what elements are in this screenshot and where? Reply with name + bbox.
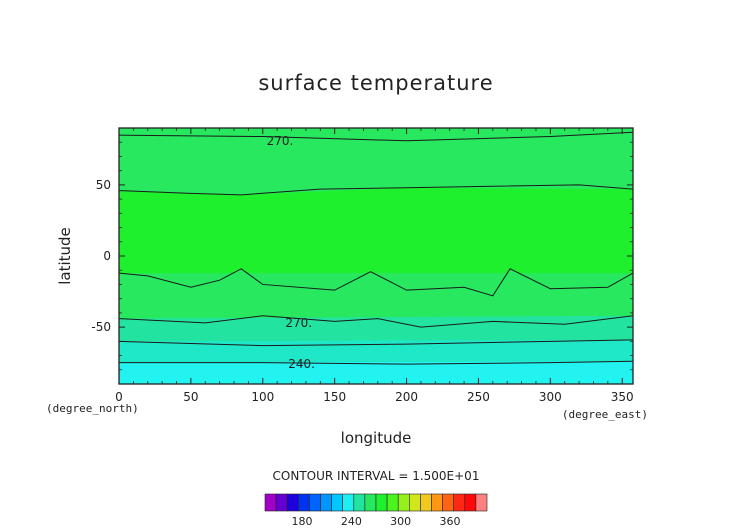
- y-tick-label-1: 0: [103, 249, 111, 263]
- colorbar-swatch-13: [408, 493, 421, 512]
- contour-label-1: 270.: [285, 316, 312, 330]
- contour-labels: 270. 270. 240.: [267, 134, 315, 371]
- colorbar-swatch-15: [431, 493, 443, 512]
- colorbar-swatch-5: [320, 493, 332, 512]
- colorbar-tick-label-3: 360: [440, 515, 461, 528]
- contour-lines: [119, 131, 633, 365]
- colorbar-swatch-9: [364, 493, 377, 512]
- contour-band-2: [119, 273, 633, 328]
- contour-band-1: [119, 187, 633, 296]
- colorbar-tick-label-2: 300: [390, 515, 411, 528]
- colorbar-ticks: 180 240 300 360: [292, 515, 461, 528]
- colorbar-swatch-14: [420, 493, 432, 512]
- colorbar-swatch-8: [353, 493, 366, 512]
- x-tick-label-5: 250: [467, 390, 490, 404]
- colorbar-swatch-6: [331, 493, 344, 512]
- colorbar-swatch-0: [264, 493, 277, 512]
- contour-label-2: 240.: [288, 357, 315, 371]
- colorbar-swatch-18: [464, 493, 477, 512]
- colorbar-swatch-19: [475, 493, 488, 512]
- y-axis: -50 0 50: [91, 141, 633, 371]
- contour-label-0: 270.: [267, 134, 294, 148]
- x-tick-label-2: 100: [251, 390, 274, 404]
- contour-line-3: [119, 339, 633, 347]
- colorbar-swatch-7: [342, 493, 355, 512]
- y-tick-label-0: -50: [91, 320, 111, 334]
- contour-interval-label: CONTOUR INTERVAL = 1.500E+01: [273, 469, 480, 483]
- contour-line-top: [119, 131, 633, 142]
- colorbar-tick-label-1: 240: [341, 515, 362, 528]
- x-tick-label-3: 150: [323, 390, 346, 404]
- colorbar-swatch-17: [453, 493, 466, 512]
- contour-band-4: [119, 339, 633, 365]
- y-axis-label: latitude: [56, 227, 74, 285]
- colorbar-swatch-4: [309, 493, 321, 512]
- colorbar-swatch-1: [275, 493, 288, 512]
- colorbar: [264, 493, 488, 512]
- contour-bands: [119, 132, 633, 384]
- colorbar-swatch-2: [286, 493, 299, 512]
- y-tick-label-2: 50: [96, 178, 111, 192]
- contour-band-5: [119, 361, 633, 384]
- x-tick-label-1: 50: [183, 390, 198, 404]
- x-tick-label-0: 0: [115, 390, 123, 404]
- x-axis: 0 50 100 150 200 250 300 350: [115, 128, 634, 404]
- colorbar-swatch-16: [442, 493, 455, 512]
- x-tick-label-7: 350: [611, 390, 634, 404]
- colorbar-tick-label-0: 180: [292, 515, 313, 528]
- contour-band-0: [119, 132, 633, 195]
- contour-line-1: [119, 268, 633, 297]
- colorbar-swatch-11: [386, 493, 399, 512]
- x-tick-label-6: 300: [539, 390, 562, 404]
- x-axis-label: longitude: [341, 429, 412, 447]
- colorbar-swatch-3: [297, 493, 310, 512]
- colorbar-swatch-10: [375, 493, 388, 512]
- contour-line-2: [119, 315, 633, 328]
- contour-line-0: [119, 184, 633, 196]
- y-axis-unit: (degree_north): [46, 402, 139, 415]
- x-tick-label-4: 200: [395, 390, 418, 404]
- chart-title: surface temperature: [258, 71, 493, 95]
- contour-band-3: [119, 315, 633, 346]
- contour-line-4: [119, 360, 633, 365]
- colorbar-swatch-12: [397, 493, 410, 512]
- x-axis-unit: (degree_east): [562, 408, 648, 421]
